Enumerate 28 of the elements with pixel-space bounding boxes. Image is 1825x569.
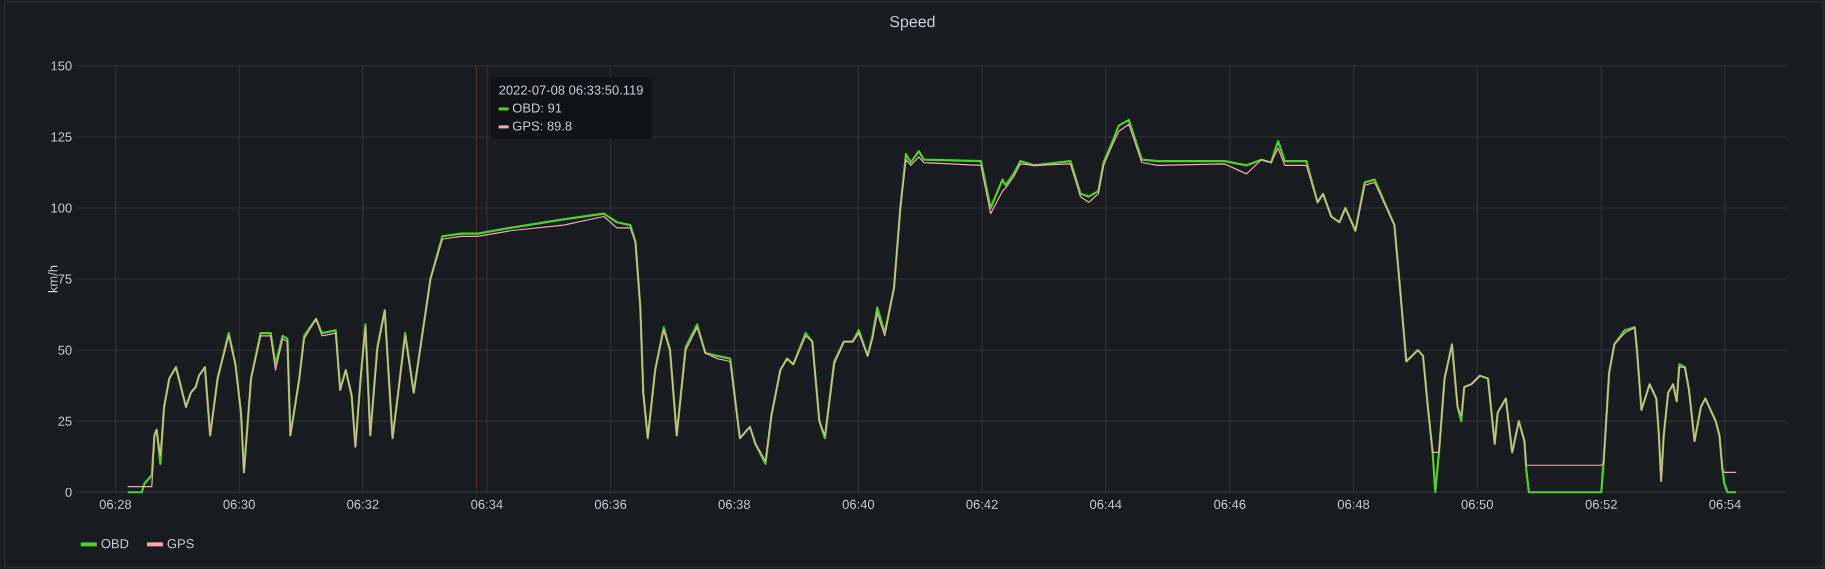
y-tick-label: 125 bbox=[51, 132, 72, 142]
y-tick-label: 25 bbox=[58, 416, 72, 426]
legend-label: GPS bbox=[167, 539, 194, 549]
x-tick-label: 06:50 bbox=[1461, 499, 1493, 509]
y-tick-label: 0 bbox=[65, 487, 72, 497]
x-tick-label: 06:28 bbox=[99, 499, 132, 509]
x-tick-label: 06:44 bbox=[1090, 499, 1122, 509]
y-tick-label: 150 bbox=[51, 61, 72, 71]
x-tick-label: 06:40 bbox=[842, 499, 875, 509]
y-tick-label: 100 bbox=[51, 203, 72, 213]
chart-title: Speed bbox=[890, 15, 935, 31]
y-tick-label: 75 bbox=[58, 274, 72, 284]
x-tick-label: 06:52 bbox=[1585, 499, 1617, 509]
annotation: 2022-07-08 06:33:50.119 bbox=[499, 85, 643, 95]
x-tick-label: 06:42 bbox=[966, 499, 998, 509]
legend-label: OBD bbox=[101, 539, 129, 549]
x-tick-label: 06:36 bbox=[594, 499, 627, 509]
x-tick-label: 06:34 bbox=[471, 499, 503, 509]
annotation: OBD: 91 bbox=[512, 103, 562, 113]
y-tick-label: 50 bbox=[58, 345, 72, 355]
x-tick-label: 06:30 bbox=[223, 499, 255, 509]
annotation: GPS: 89.8 bbox=[512, 121, 572, 131]
x-tick-label: 06:48 bbox=[1337, 499, 1370, 509]
y-axis-title: km/h bbox=[48, 265, 58, 293]
x-tick-label: 06:32 bbox=[347, 499, 379, 509]
x-tick-label: 06:38 bbox=[718, 499, 750, 509]
x-tick-label: 06:46 bbox=[1214, 499, 1246, 509]
x-tick-label: 06:54 bbox=[1709, 499, 1741, 509]
